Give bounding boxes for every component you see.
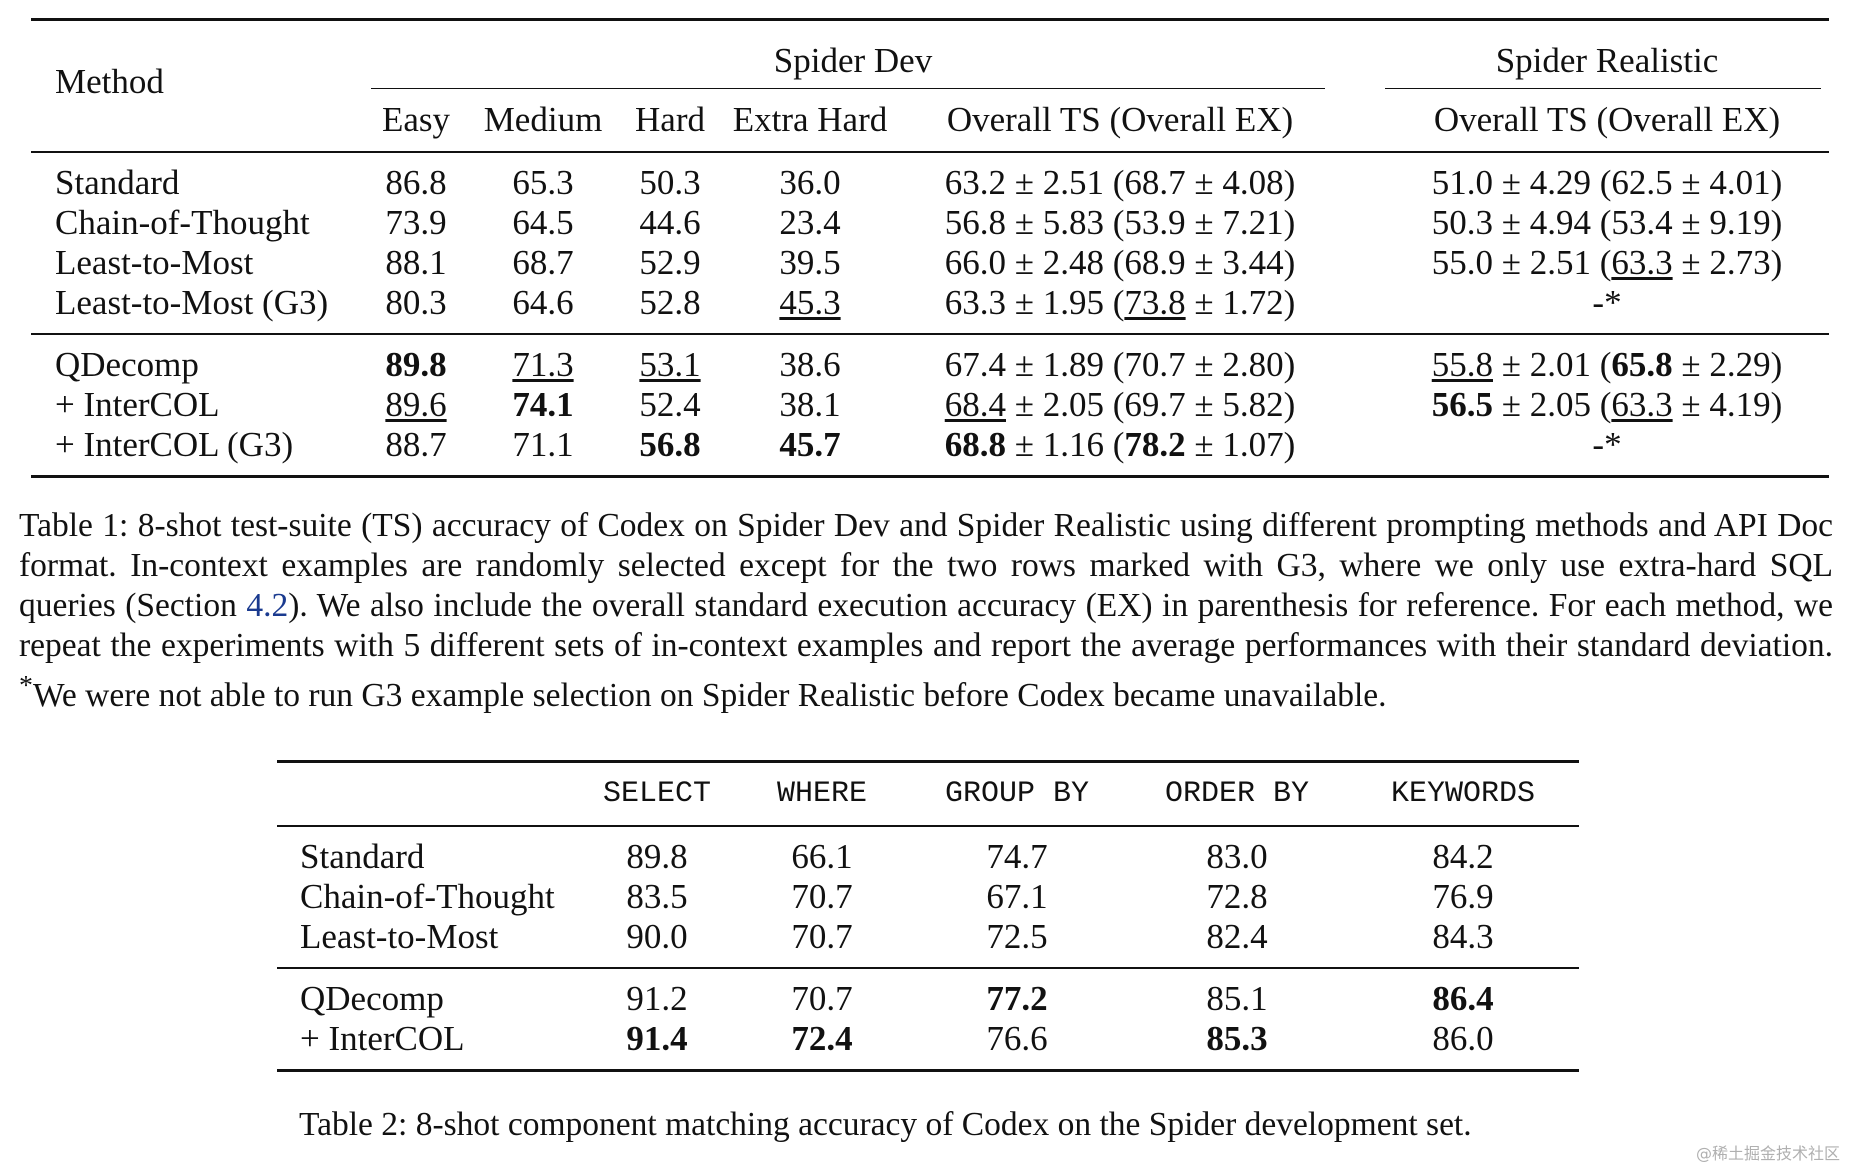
spider-dev-header: Spider Dev (361, 20, 1345, 89)
table-row: Chain-of-Thought 83.5 70.7 67.1 72.8 76.… (300, 877, 1494, 916)
table-row: + InterCOL 91.4 72.4 76.6 85.3 86.0 (277, 1019, 1579, 1071)
table-row: Standard 89.8 66.1 74.7 83.0 84.2 (277, 826, 1579, 877)
col-hard: Hard (635, 100, 705, 139)
table1-caption: Table 1: 8-shot test-suite (TS) accuracy… (19, 507, 1834, 715)
watermark: @稀土掘金技术社区 (1695, 1144, 1840, 1163)
table-row: + InterCOL (G3) 88.7 71.1 56.8 45.7 68.8… (31, 425, 1829, 477)
table1-grid: Method Spider Dev Spider Realistic Easy … (31, 18, 1829, 478)
col-realistic-overall: Overall TS (Overall EX) (1433, 100, 1781, 139)
table-row: Least-to-Most (G3) 80.3 64.6 52.8 45.3 6… (55, 283, 1622, 322)
method-header: Method (55, 62, 164, 101)
table-row: QDecomp 89.8 71.3 53.1 38.6 67.4 ± 1.89 … (31, 334, 1829, 385)
table-row: Standard 86.8 65.3 50.3 36.0 63.2 ± 2.51… (31, 152, 1829, 203)
col-keywords: KEYWORDS (1390, 777, 1536, 811)
col-medium: Medium (483, 100, 603, 139)
table2: SELECT WHERE GROUP BY ORDER BY KEYWORDS … (277, 760, 1579, 1072)
table-row: QDecomp 91.2 70.7 77.2 85.1 86.4 (277, 968, 1579, 1019)
table-row: Least-to-Most 88.1 68.7 52.9 39.5 66.0 ±… (55, 243, 1783, 282)
col-extra-hard: Extra Hard (732, 100, 888, 139)
col-group-by: GROUP BY (944, 777, 1090, 811)
col-where: WHERE (776, 777, 867, 811)
table-row: + InterCOL 89.6 74.1 52.4 38.1 68.4 ± 2.… (55, 385, 1783, 424)
table-row: Least-to-Most 90.0 70.7 72.5 82.4 84.3 (300, 917, 1494, 956)
col-order-by: ORDER BY (1164, 777, 1310, 811)
table1: Method Spider Dev Spider Realistic Easy … (31, 18, 1829, 478)
table2-grid: SELECT WHERE GROUP BY ORDER BY KEYWORDS … (277, 760, 1579, 1072)
col-dev-overall: Overall TS (Overall EX) (946, 100, 1294, 139)
section-link[interactable]: 4.2 (246, 587, 289, 624)
table-row: Chain-of-Thought 73.9 64.5 44.6 23.4 56.… (55, 203, 1783, 242)
col-select: SELECT (602, 777, 712, 811)
spider-realistic-header: Spider Realistic (1385, 20, 1829, 89)
table2-caption: Table 2: 8-shot component matching accur… (299, 1106, 1472, 1143)
col-easy: Easy (381, 100, 451, 139)
